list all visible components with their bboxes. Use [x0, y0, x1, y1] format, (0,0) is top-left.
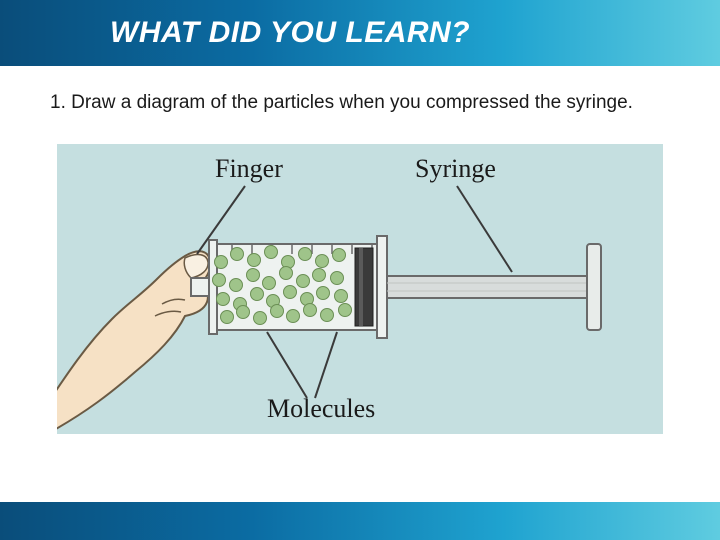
- footer-band: [0, 502, 720, 540]
- label-molecules: Molecules: [267, 394, 375, 424]
- question-area: 1. Draw a diagram of the particles when …: [0, 66, 720, 126]
- plunger: [355, 244, 601, 330]
- finger-shape: [57, 251, 211, 434]
- question-text: 1. Draw a diagram of the particles when …: [50, 90, 670, 116]
- syringe-diagram: Finger Syringe Molecules: [57, 144, 663, 434]
- header-banner: WHAT DID YOU LEARN?: [0, 0, 720, 66]
- header-title: WHAT DID YOU LEARN?: [110, 16, 470, 50]
- label-finger: Finger: [215, 154, 283, 184]
- diagram-svg: [57, 144, 663, 434]
- label-syringe: Syringe: [415, 154, 496, 184]
